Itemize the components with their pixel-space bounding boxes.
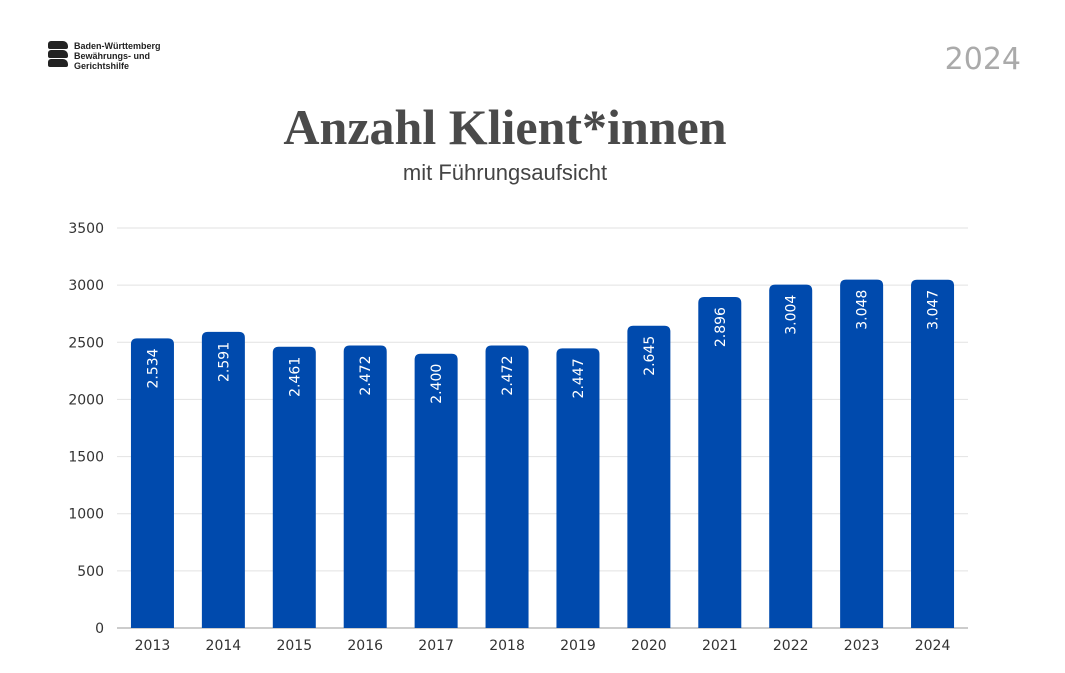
bar xyxy=(627,325,671,628)
data-label: 2.472 xyxy=(500,355,516,395)
data-label: 3.047 xyxy=(926,290,942,330)
chart-title: Anzahl Klient*innen xyxy=(283,99,727,155)
logo-line: Baden-Württemberg xyxy=(74,41,161,51)
y-tick-label: 500 xyxy=(77,564,104,580)
bar xyxy=(130,338,174,628)
data-label: 2.591 xyxy=(216,342,232,382)
bar xyxy=(556,348,600,628)
chart-subtitle: mit Führungsaufsicht xyxy=(402,160,608,185)
bar xyxy=(272,346,316,628)
data-label: 2.447 xyxy=(571,358,587,398)
x-tick-label: 2016 xyxy=(347,638,383,654)
y-tick-label: 1500 xyxy=(68,450,104,466)
y-tick-label: 2500 xyxy=(68,335,104,351)
x-tick-label: 2021 xyxy=(702,638,738,654)
lions-emblem-icon xyxy=(48,41,68,67)
x-tick-label: 2015 xyxy=(276,638,312,654)
bar xyxy=(769,284,813,628)
bar xyxy=(485,345,529,628)
x-tick-label: 2020 xyxy=(631,638,667,654)
x-tick-label: 2014 xyxy=(206,638,242,654)
data-label: 2.645 xyxy=(642,336,658,376)
data-label: 2.461 xyxy=(287,357,303,397)
data-label: 2.896 xyxy=(713,307,729,347)
data-label: 2.400 xyxy=(429,364,445,404)
bar xyxy=(201,331,245,628)
data-label: 3.048 xyxy=(855,290,871,330)
x-tick-label: 2017 xyxy=(418,638,454,654)
bar xyxy=(343,345,387,628)
bar xyxy=(414,353,458,628)
bar xyxy=(698,297,742,628)
year-badge: 2024 xyxy=(944,42,1021,77)
logo-line: Gerichtshilfe xyxy=(74,61,130,71)
y-tick-label: 0 xyxy=(95,621,104,637)
x-tick-label: 2023 xyxy=(844,638,880,654)
y-tick-label: 3000 xyxy=(68,278,104,294)
y-tick-label: 3500 xyxy=(68,221,104,237)
logo: Baden-Württemberg Bewährungs- und Gerich… xyxy=(48,41,161,71)
bar xyxy=(840,279,884,628)
x-tick-label: 2024 xyxy=(915,638,951,654)
x-tick-label: 2018 xyxy=(489,638,525,654)
data-label: 2.472 xyxy=(358,355,374,395)
x-tick-label: 2019 xyxy=(560,638,596,654)
bar xyxy=(911,279,955,628)
logo-line: Bewährungs- und xyxy=(74,51,150,61)
data-label: 3.004 xyxy=(784,295,800,335)
x-tick-label: 2013 xyxy=(135,638,171,654)
x-tick-label: 2022 xyxy=(773,638,809,654)
data-label: 2.534 xyxy=(145,348,161,388)
y-tick-label: 1000 xyxy=(68,507,104,523)
y-tick-label: 2000 xyxy=(68,392,104,408)
